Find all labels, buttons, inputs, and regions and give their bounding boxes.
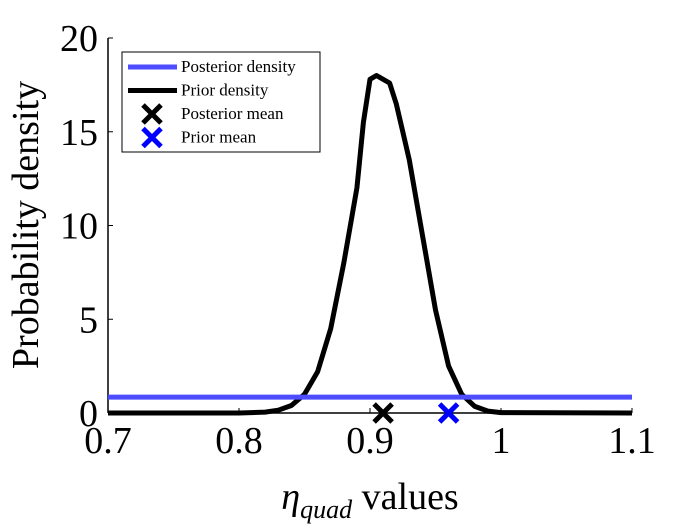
x-axis-label-subscript: quad	[300, 495, 353, 524]
x-axis-label: ηquad values	[281, 476, 458, 524]
series-line-prior-density	[108, 73, 633, 416]
y-tick-label: 0	[79, 393, 98, 435]
y-tick-label: 15	[60, 112, 98, 154]
legend-marker-stroke-b	[141, 103, 163, 125]
legend-marker-stroke-b	[141, 126, 163, 149]
x-axis-label-symbol: η	[281, 476, 300, 518]
x-tick-label: 0.9	[346, 420, 394, 462]
x-axis-label-suffix: values	[352, 476, 459, 518]
legend-label: Posterior mean	[181, 104, 284, 123]
legend: Posterior density Prior density Posterior …	[121, 51, 321, 153]
x-tick-label: 1	[492, 420, 511, 462]
marker-prior-mean	[437, 402, 460, 424]
marker-posterior-mean-stroke-b	[372, 402, 394, 424]
legend-marker	[141, 103, 163, 125]
y-tick-label: 20	[60, 18, 98, 60]
legend-item-prior-mean: Prior mean	[141, 126, 257, 149]
legend-label: Prior density	[181, 81, 269, 100]
legend-item-posterior-density: Posterior density	[128, 57, 296, 76]
x-tick-label: 0.7	[84, 420, 132, 462]
legend-label: Posterior density	[181, 57, 296, 76]
tick-labels: 0.7 0.8 0.9 1 1.1 0 5 10 15 20	[60, 18, 656, 462]
marker-prior-mean-stroke-b	[437, 402, 460, 424]
x-tick-label: 1.1	[608, 420, 656, 462]
y-tick-label: 10	[60, 206, 98, 248]
y-tick-label: 5	[79, 299, 98, 341]
y-axis-label: Probability density	[5, 81, 47, 369]
marker-posterior-mean	[372, 402, 394, 424]
series-layer	[108, 73, 633, 424]
legend-marker	[141, 126, 163, 149]
legend-item-posterior-mean: Posterior mean	[141, 103, 284, 125]
legend-label: Prior mean	[181, 128, 257, 147]
x-tick-label: 0.8	[215, 420, 263, 462]
legend-item-prior-density: Prior density	[128, 81, 269, 100]
